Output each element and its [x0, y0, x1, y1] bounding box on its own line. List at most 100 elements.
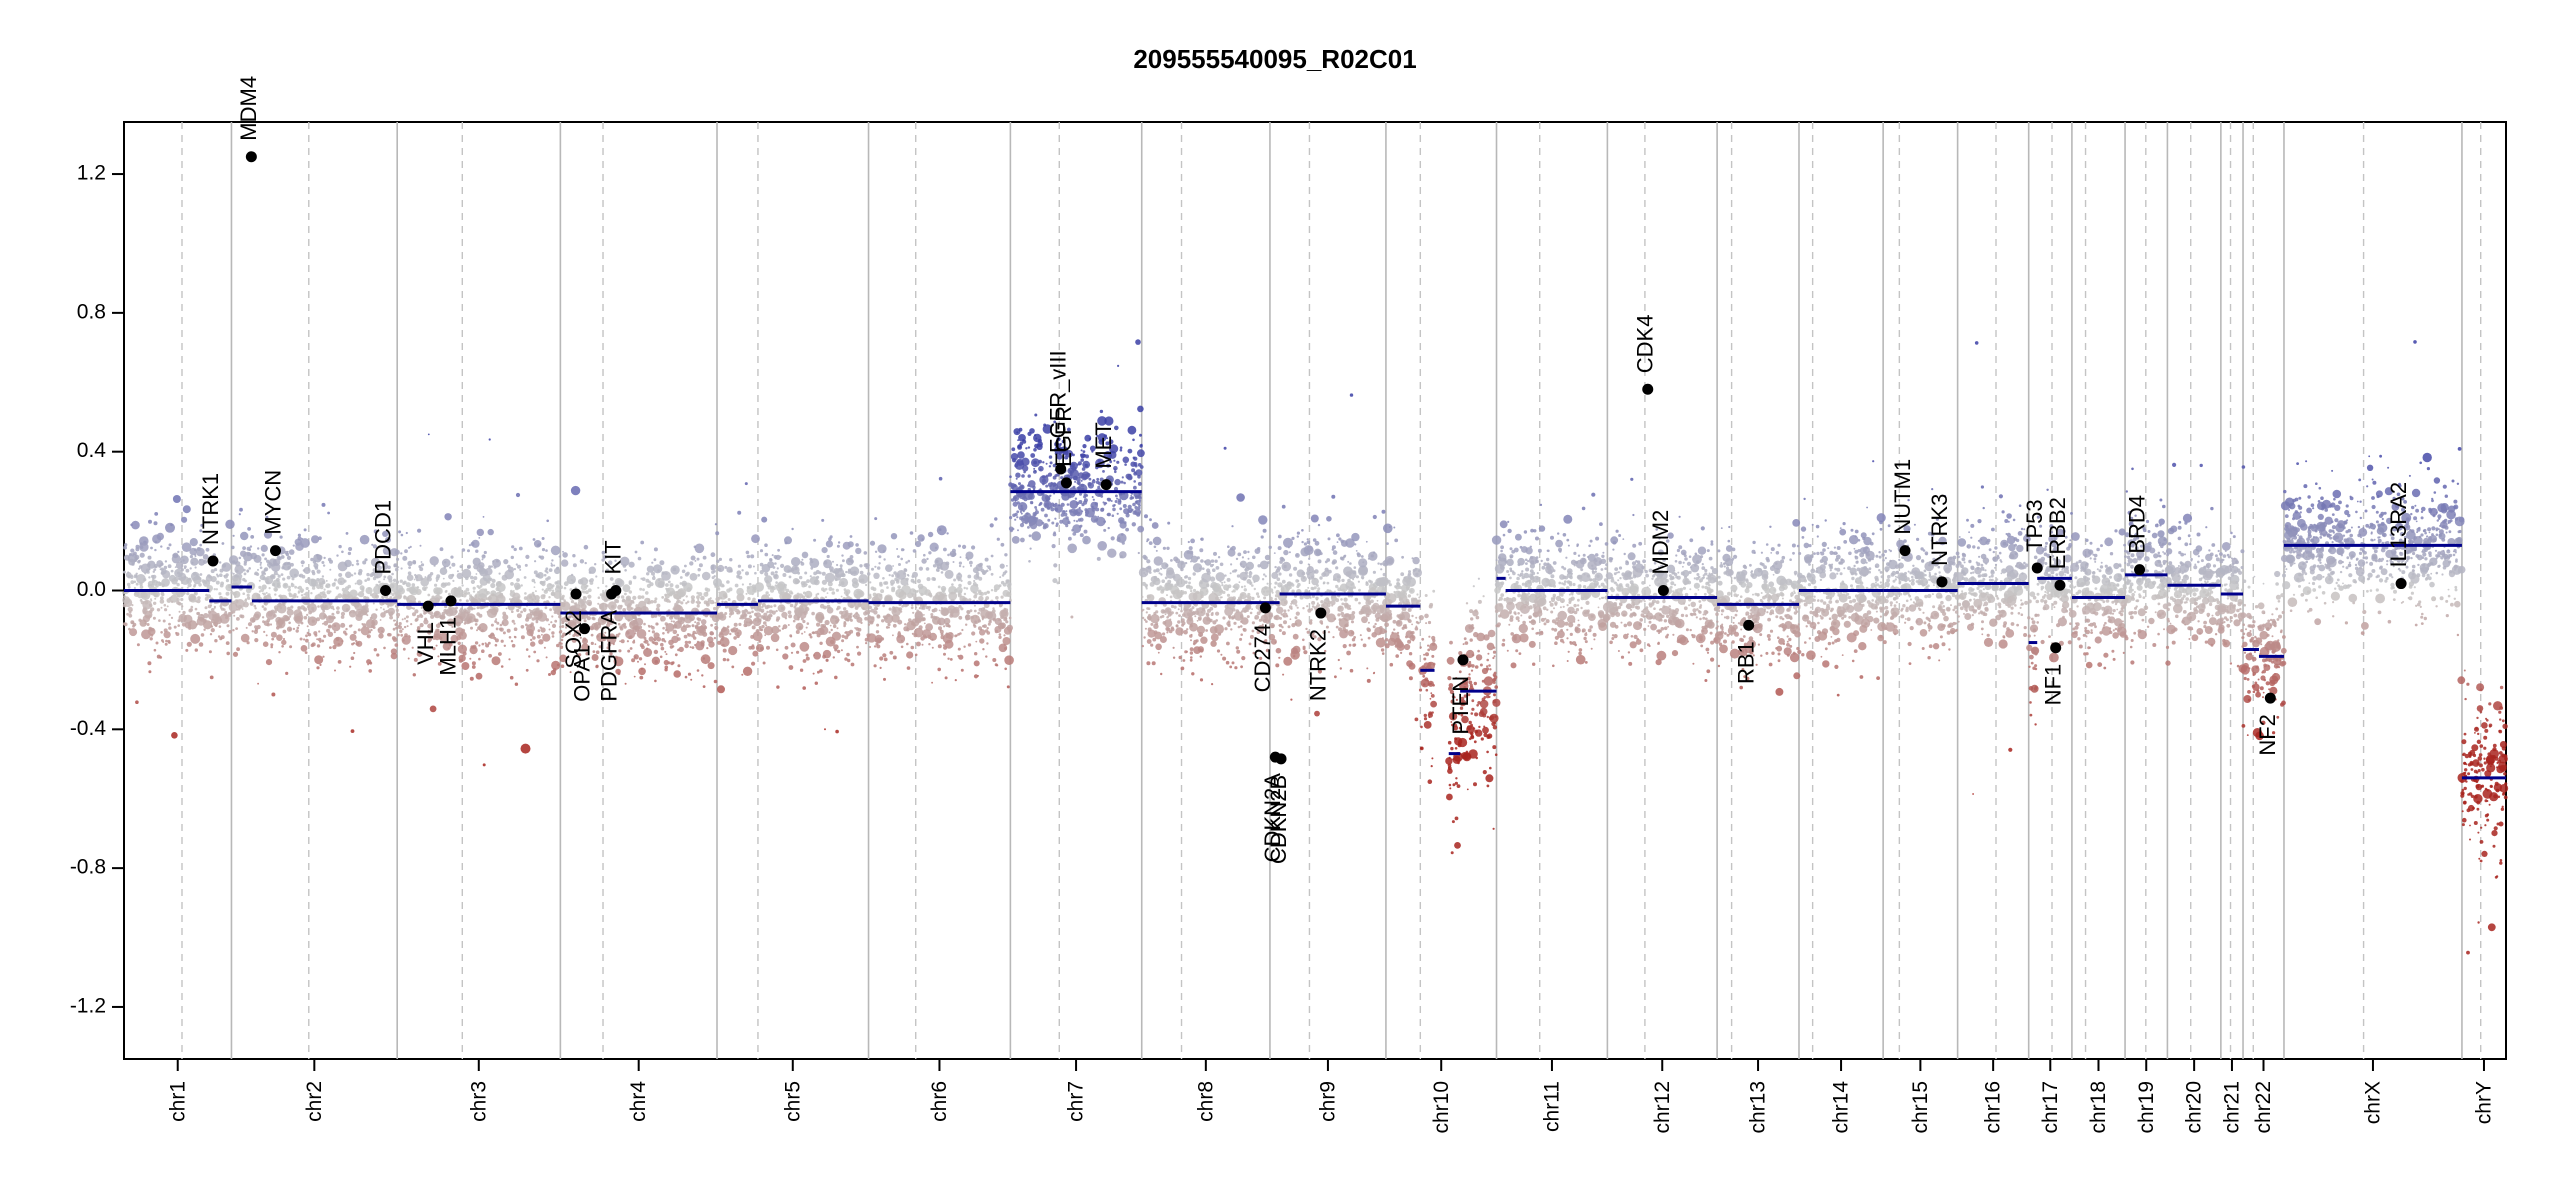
probe-point — [144, 622, 147, 625]
probe-point — [741, 583, 745, 586]
probe-point — [1125, 513, 1130, 518]
probe-point — [733, 636, 737, 640]
probe-point — [825, 540, 834, 548]
probe-point — [1137, 525, 1145, 533]
probe-point — [1013, 484, 1017, 488]
probe-point — [1381, 509, 1386, 514]
probe-point — [592, 650, 596, 653]
probe-point — [220, 581, 225, 586]
probe-point — [1097, 515, 1100, 518]
probe-point — [441, 558, 451, 568]
probe-point — [1187, 616, 1193, 622]
probe-point — [892, 634, 894, 637]
probe-point — [489, 633, 495, 639]
probe-point — [1119, 555, 1123, 559]
probe-point — [606, 599, 609, 602]
probe-point — [1266, 582, 1269, 585]
probe-point — [628, 635, 633, 639]
probe-point — [860, 590, 863, 593]
probe-point — [1019, 510, 1023, 513]
probe-point — [279, 606, 283, 610]
probe-point — [1239, 571, 1248, 581]
probe-point — [270, 631, 277, 638]
probe-point — [1358, 601, 1361, 605]
probe-point — [968, 598, 972, 602]
probe-point — [1155, 568, 1160, 573]
probe-point — [1014, 518, 1017, 521]
probe-point — [409, 545, 412, 549]
probe-point — [702, 657, 706, 660]
probe-point — [273, 587, 278, 592]
probe-point — [686, 600, 690, 604]
probe-point — [911, 575, 915, 578]
probe-point — [928, 551, 932, 555]
probe-point — [1239, 637, 1243, 641]
probe-point — [1220, 653, 1223, 656]
probe-point — [611, 605, 615, 609]
probe-point — [175, 631, 178, 635]
probe-point — [904, 568, 908, 573]
probe-point — [400, 533, 404, 537]
probe-point — [895, 573, 900, 578]
probe-point — [1045, 462, 1048, 465]
probe-point — [322, 655, 325, 658]
probe-point — [841, 573, 846, 578]
probe-point — [802, 659, 807, 663]
probe-point — [499, 627, 504, 632]
probe-point — [510, 555, 514, 560]
probe-point — [1194, 610, 1200, 615]
probe-point — [533, 570, 538, 575]
probe-point — [916, 641, 921, 647]
probe-point — [1106, 437, 1109, 440]
probe-point — [911, 622, 914, 626]
probe-point — [335, 586, 340, 590]
probe-point — [300, 594, 304, 597]
probe-point — [353, 596, 356, 599]
probe-point — [494, 620, 498, 623]
probe-point — [622, 564, 627, 568]
probe-point — [1269, 582, 1272, 585]
probe-point — [1034, 443, 1039, 449]
probe-point — [1162, 609, 1166, 614]
probe-point — [128, 553, 133, 557]
probe-point — [170, 600, 174, 604]
probe-point — [427, 637, 433, 642]
probe-point — [790, 651, 794, 654]
probe-point — [869, 646, 872, 648]
probe-point — [1060, 513, 1065, 517]
probe-point — [161, 568, 167, 574]
probe-point — [1150, 622, 1154, 626]
probe-point — [884, 581, 889, 585]
probe-point — [691, 624, 694, 627]
probe-point — [1366, 667, 1369, 670]
probe-point — [622, 584, 631, 593]
probe-point — [937, 593, 948, 604]
probe-point — [1033, 460, 1037, 465]
probe-point — [995, 596, 999, 600]
probe-point — [124, 543, 128, 547]
probe-point — [960, 607, 964, 611]
probe-point — [401, 628, 404, 631]
probe-point — [1083, 454, 1087, 457]
probe-point — [944, 676, 948, 680]
probe-point — [359, 534, 370, 545]
probe-point — [1129, 496, 1133, 500]
probe-point — [319, 595, 323, 598]
probe-point — [1200, 594, 1204, 599]
probe-point — [1069, 508, 1078, 517]
probe-point — [301, 574, 306, 579]
probe-point — [288, 549, 295, 555]
probe-point — [1265, 619, 1270, 624]
probe-point — [735, 605, 739, 608]
probe-point — [268, 587, 271, 590]
probe-point — [253, 604, 257, 608]
probe-point — [714, 523, 718, 526]
probe-point — [164, 560, 168, 563]
probe-point — [1367, 609, 1370, 612]
probe-point — [670, 620, 673, 623]
probe-point — [672, 592, 674, 595]
probe-point — [302, 569, 306, 572]
probe-point — [702, 685, 706, 688]
probe-point — [460, 607, 463, 611]
probe-point — [849, 612, 853, 616]
